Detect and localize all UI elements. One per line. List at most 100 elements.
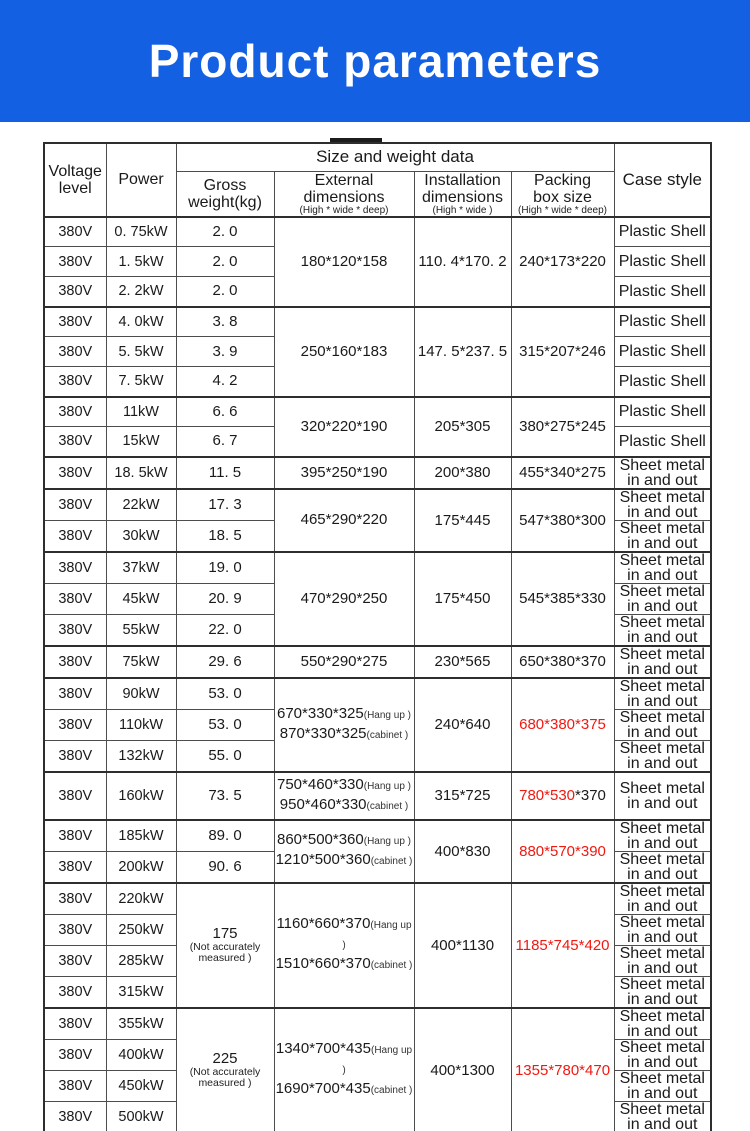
packing-box-cell: 547*380*300 [510,487,615,552]
power-cell: 4. 0kW [105,305,177,337]
voltage-cell: 380V [43,550,107,584]
voltage-cell: 380V [43,276,107,307]
voltage-cell: 380V [43,818,107,852]
power-cell: 200kW [105,850,177,883]
case-style-cell: Sheet metal in and out [613,739,712,772]
installation-dimensions-cell: 110. 4*170. 2 [413,215,512,307]
power-cell: 55kW [105,613,177,646]
voltage-cell: 380V [43,613,107,646]
header-row-2: Gross weight(kg) External dimensions (Hi… [44,170,711,217]
case-style-cell: Plastic Shell [613,426,712,457]
gross-weight-cell: 6. 7 [175,426,275,457]
power-cell: 160kW [105,770,177,820]
col-header-external-dimensions: External dimensions (High * wide * deep) [273,170,415,217]
packing-box-cell: 1355*780*470 [510,1006,615,1131]
power-cell: 450kW [105,1069,177,1102]
voltage-cell: 380V [43,770,107,820]
gross-weight-cell: 2. 0 [175,276,275,307]
power-cell: 250kW [105,913,177,946]
gross-weight-cell: 53. 0 [175,676,275,710]
external-dimensions-cell: 180*120*158 [273,215,415,307]
table-row: 380V 75kW 29. 6 550*290*275 230*565 650*380*3… [43,644,712,678]
voltage-cell: 380V [43,487,107,521]
power-cell: 185kW [105,818,177,852]
gross-weight-cell: 90. 6 [175,850,275,883]
gross-weight-cell: 2. 0 [175,246,275,277]
table-row: 380V 110kW 53. 0 Sheet metal in and out [43,708,712,741]
case-style-cell: Plastic Shell [613,336,712,367]
external-dimensions-cell: 320*220*190 [273,395,415,457]
power-cell: 30kW [105,519,177,552]
product-parameters-table: Voltage level Power Size and weight data… [43,142,713,1131]
voltage-cell: 380V [43,676,107,710]
col-header-case-style: Case style [613,142,712,217]
voltage-cell: 380V [43,944,107,977]
table-row: 380V 4. 0kW 3. 8 250*160*183 147. 5*237. 5 31… [43,305,712,397]
power-cell: 90kW [105,676,177,710]
power-cell: 75kW [105,644,177,678]
case-style-cell: Plastic Shell [613,276,712,307]
power-cell: 2. 2kW [105,276,177,307]
packing-box-cell: 315*207*246 [510,305,615,397]
external-dimensions-cell: 395*250*190 [273,455,415,489]
packing-box-cell: 880*570*390 [510,818,615,883]
case-style-cell: Sheet metal in and out [613,708,712,741]
gross-weight-cell: 17. 3 [175,487,275,521]
table-row: 380V 450kW Sheet metal in and out [43,1069,712,1102]
power-cell: 1. 5kW [105,246,177,277]
installation-dimensions-cell: 315*725 [413,770,512,820]
table-row: 380V 400kW Sheet metal in and out [43,1038,712,1071]
table-row: 380V 185kW 89. 0 860*500*360(Hang up ) 1210*… [43,818,712,883]
case-style-cell: Sheet metal in and out [613,455,712,489]
installation-dimensions-cell: 200*380 [413,455,512,489]
table-row: 380V 37kW 19. 0 470*290*250 175*450 545*385*3… [43,550,712,646]
power-cell: 45kW [105,582,177,615]
case-style-cell: Plastic Shell [613,246,712,277]
case-style-cell: Sheet metal in and out [613,582,712,615]
gross-weight-cell: 11. 5 [175,455,275,489]
power-cell: 22kW [105,487,177,521]
gross-weight-cell: 20. 9 [175,582,275,615]
col-header-power: Power [105,142,177,217]
installation-dimensions-cell: 147. 5*237. 5 [413,305,512,397]
table-row: 380V 11kW 6. 6 320*220*190 205*305 380*275*24… [43,395,712,457]
table-row: 380V 45kW 20. 9 Sheet metal in and out [43,582,712,615]
gross-weight-cell: 53. 0 [175,708,275,741]
case-style-cell: Sheet metal in and out [613,881,712,915]
case-style-cell: Plastic Shell [613,366,712,397]
table-row: 380V 5. 5kW 3. 9 Plastic Shell [43,336,712,367]
power-cell: 110kW [105,708,177,741]
installation-dimensions-cell: 230*565 [413,644,512,678]
case-style-cell: Plastic Shell [613,395,712,427]
packing-box-cell: 680*380*375 [510,676,615,772]
table-row: 380V 7. 5kW 4. 2 Plastic Shell [43,366,712,397]
case-style-cell: Sheet metal in and out [613,1100,712,1131]
packing-box-cell: 240*173*220 [510,215,615,307]
case-style-cell: Sheet metal in and out [613,550,712,584]
voltage-cell: 380V [43,913,107,946]
table-row: 380V 132kW 55. 0 Sheet metal in and out [43,739,712,772]
case-style-cell: Sheet metal in and out [613,850,712,883]
external-dimensions-cell: 470*290*250 [273,550,415,646]
gross-weight-cell: 55. 0 [175,739,275,772]
voltage-cell: 380V [43,336,107,367]
gross-weight-cell: 6. 6 [175,395,275,427]
external-dimensions-cell: 550*290*275 [273,644,415,678]
case-style-cell: Sheet metal in and out [613,1069,712,1102]
case-style-cell: Sheet metal in and out [613,1006,712,1040]
installation-dimensions-cell: 400*1130 [413,881,512,1008]
power-cell: 37kW [105,550,177,584]
gross-weight-cell: 18. 5 [175,519,275,552]
voltage-cell: 380V [43,708,107,741]
table-row: 380V 55kW 22. 0 Sheet metal in and out [43,613,712,646]
table-row: 380V 315kW Sheet metal in and out [43,975,712,1008]
power-cell: 400kW [105,1038,177,1071]
page-title: Product parameters [148,35,602,87]
power-cell: 7. 5kW [105,366,177,397]
gross-weight-cell: 3. 8 [175,305,275,337]
voltage-cell: 380V [43,519,107,552]
external-dimensions-cell: 860*500*360(Hang up ) 1210*500*360(cabine… [273,818,415,883]
table-row: 380V 250kW Sheet metal in and out [43,913,712,946]
gross-weight-cell: 29. 6 [175,644,275,678]
